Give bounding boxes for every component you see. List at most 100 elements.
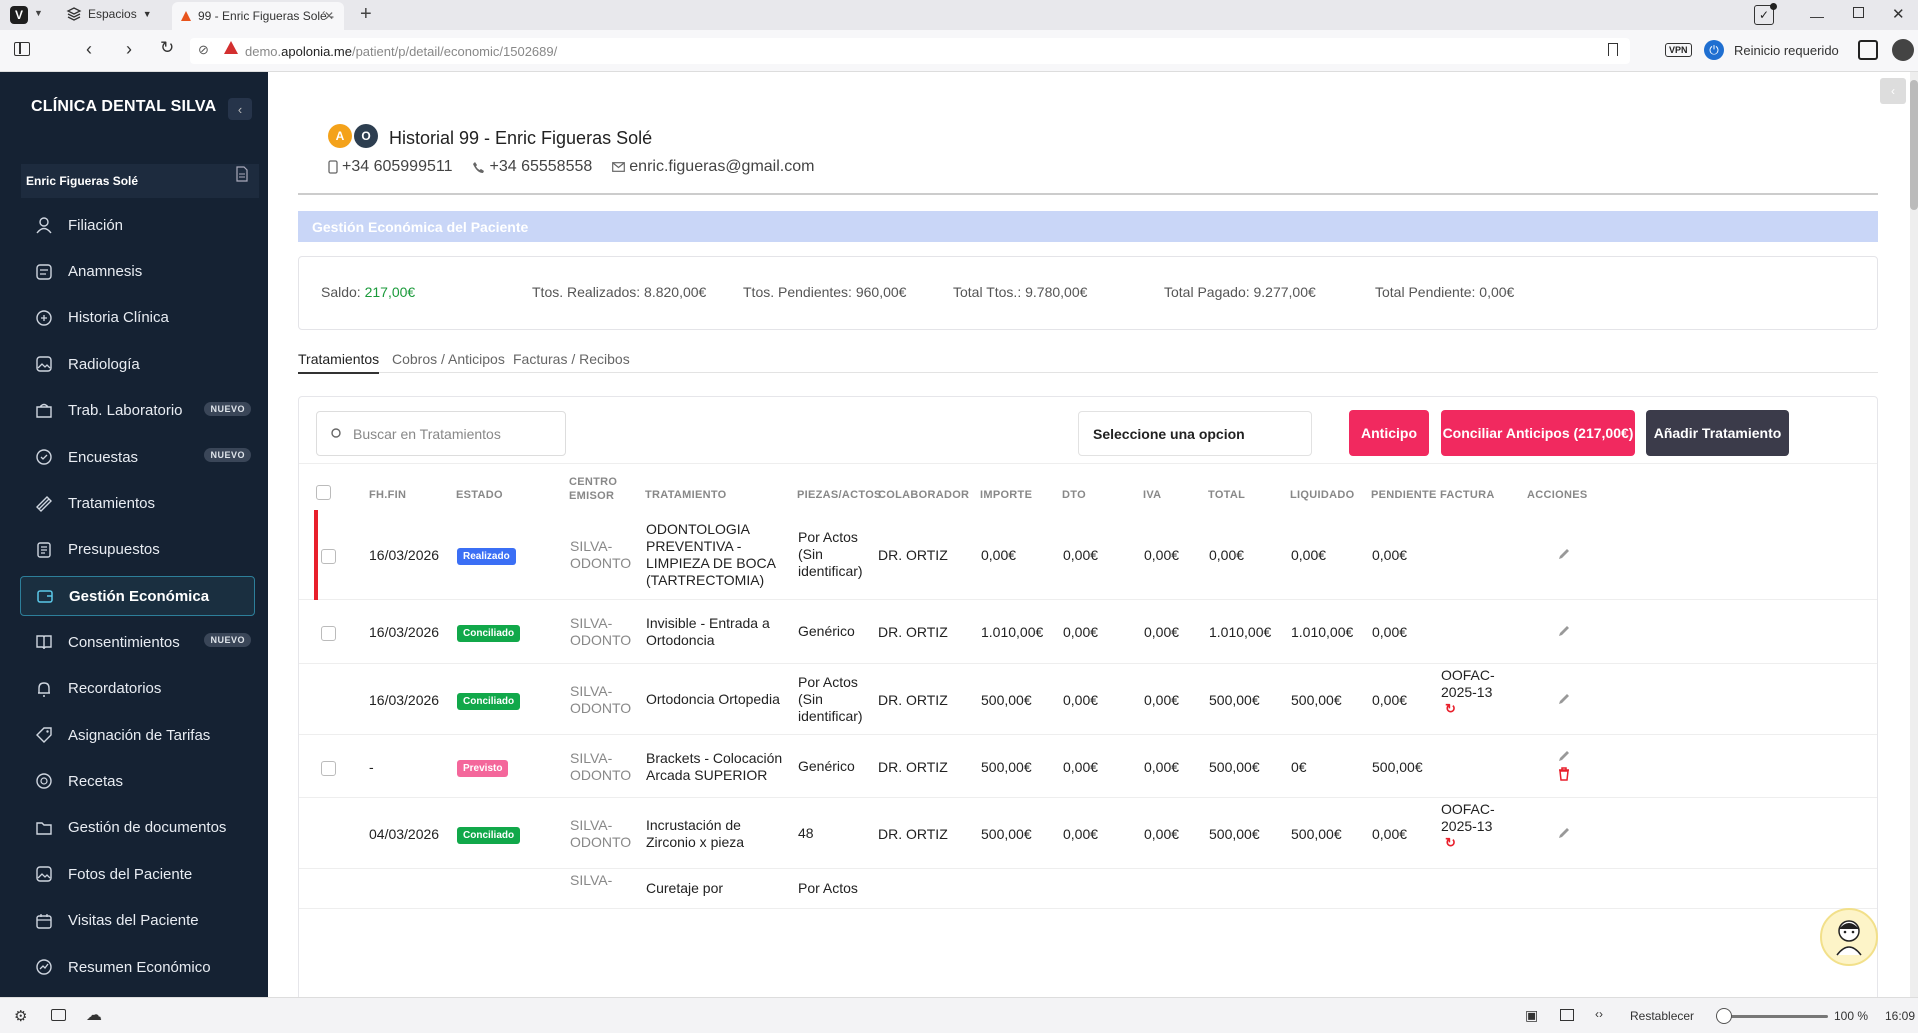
sidebar-item-historia-clinica[interactable]: Historia Clínica (20, 295, 255, 341)
col-iva[interactable]: IVA (1143, 489, 1162, 501)
tab-cobros-anticipos[interactable]: Cobros / Anticipos (392, 351, 505, 367)
col-total[interactable]: TOTAL (1208, 489, 1246, 501)
select-all-checkbox[interactable] (316, 485, 331, 500)
col-fhfin[interactable]: FH.FIN (369, 489, 407, 501)
trash-icon[interactable] (1557, 767, 1571, 781)
settings-gear-icon[interactable]: ⚙ (14, 1008, 28, 1025)
refresh-icon[interactable]: ↻ (1445, 835, 1456, 850)
row-checkbox[interactable] (321, 549, 336, 564)
option-select[interactable]: Seleccione una opcion (1078, 411, 1312, 456)
phone-contact[interactable]: +34 65558558 (472, 158, 592, 176)
document-icon[interactable] (235, 166, 249, 182)
col-estado[interactable]: ESTADO (456, 489, 503, 501)
browser-tab-active[interactable]: 99 - Enric Figueras Solé - ✕ (172, 2, 344, 30)
sidebar-item-tratamientos[interactable]: Tratamientos (20, 480, 255, 526)
zoom-slider-handle[interactable] (1716, 1008, 1732, 1024)
reset-zoom-label[interactable]: Restablecer (1630, 1009, 1695, 1023)
table-row[interactable]: 16/03/2026 Conciliado SILVA- ODONTO Invisibl… (299, 600, 1877, 664)
anticipo-button[interactable]: Anticipo (1349, 410, 1429, 456)
power-icon[interactable]: ⏻ (1704, 40, 1724, 60)
table-row[interactable]: 16/03/2026 Realizado SILVA- ODONTO ODONTOLOG… (299, 510, 1877, 600)
mail-check-icon[interactable]: ✓ (1754, 5, 1774, 25)
sidebar-item-anamnesis[interactable]: Anamnesis (20, 248, 255, 294)
collapse-sidebar-button[interactable]: ‹ (228, 98, 252, 120)
col-pendiente[interactable]: PENDIENTE (1371, 489, 1437, 501)
add-treatment-button[interactable]: Añadir Tratamiento (1646, 410, 1789, 456)
calendar-ext-icon[interactable] (1858, 40, 1878, 60)
bookmark-icon[interactable] (1608, 43, 1618, 56)
collapse-right-panel-button[interactable]: ‹ (1880, 78, 1906, 104)
col-piezas[interactable]: PIEZAS/ACTOS (797, 489, 882, 501)
close-icon[interactable]: ✕ (323, 9, 334, 23)
not-secure-warning-icon[interactable] (224, 41, 238, 54)
mobile-contact[interactable]: +34 605999511 (328, 158, 452, 176)
edit-pencil-icon[interactable] (1557, 624, 1571, 638)
vpn-badge[interactable]: VPN (1665, 43, 1692, 57)
profile-icon[interactable] (1892, 39, 1914, 61)
row-factura[interactable]: OOFAC- (1441, 801, 1495, 817)
table-row[interactable]: 04/03/2026 Conciliado SILVA- ODONTO Incrusta… (299, 798, 1877, 869)
col-importe[interactable]: IMPORTE (980, 489, 1033, 501)
col-factura[interactable]: FACTURA (1440, 489, 1495, 501)
assistant-avatar[interactable] (1820, 908, 1878, 966)
row-factura-2[interactable]: 2025-13 (1441, 684, 1493, 700)
restart-required-label[interactable]: Reinicio requerido (1734, 43, 1839, 58)
sidebar-item-fotos-del-paciente[interactable]: Fotos del Paciente (20, 851, 255, 897)
vivaldi-menu-icon[interactable]: V (10, 6, 28, 24)
sidebar-item-presupuestos[interactable]: Presupuestos (20, 527, 255, 573)
sidebar-item-asignacion-de-tarifas[interactable]: Asignación de Tarifas (20, 712, 255, 758)
sidebar-item-gestion-de-documentos[interactable]: Gestión de documentos (20, 805, 255, 851)
sidebar-item-gestion-economica[interactable]: Gestión Económica (20, 576, 255, 617)
new-tab-plus-icon[interactable]: + (360, 3, 372, 25)
window-panel-icon[interactable] (51, 1009, 66, 1021)
row-factura-2[interactable]: 2025-13 (1441, 818, 1493, 834)
row-checkbox[interactable] (321, 761, 336, 776)
table-row[interactable]: - Previsto SILVA- ODONTO Brackets - Colocaci… (299, 735, 1877, 798)
restore-icon[interactable] (1853, 7, 1864, 18)
edit-pencil-icon[interactable] (1557, 749, 1571, 763)
spaces-button[interactable]: Espacios ▼ (66, 6, 152, 22)
refresh-icon[interactable]: ↻ (1445, 701, 1456, 716)
page-scrollbar[interactable] (1910, 72, 1918, 997)
row-checkbox[interactable] (321, 626, 336, 641)
email-contact[interactable]: enric.figueras@gmail.com (612, 158, 814, 176)
sidebar-item-recordatorios[interactable]: Recordatorios (20, 666, 255, 712)
table-row[interactable]: 16/03/2026 Conciliado SILVA- ODONTO Ortodonc… (299, 664, 1877, 735)
forward-icon[interactable]: › (126, 39, 132, 59)
zoom-slider[interactable] (1716, 1015, 1828, 1018)
reload-icon[interactable]: ↻ (160, 38, 175, 57)
sidebar-item-consentimientos[interactable]: Consentimientos NUEVO (20, 619, 255, 665)
tab-tratamientos[interactable]: Tratamientos (298, 351, 380, 374)
tile-icon[interactable] (1560, 1009, 1574, 1021)
search-input[interactable]: Buscar en Tratamientos (316, 411, 566, 456)
col-centro[interactable]: CENTRO (569, 476, 618, 488)
sidebar-item-radiologia[interactable]: Radiología (20, 341, 255, 387)
conciliar-anticipos-button[interactable]: Conciliar Anticipos (217,00€) (1441, 410, 1635, 456)
col-emisor[interactable]: EMISOR (569, 490, 615, 502)
back-icon[interactable]: ‹ (86, 39, 92, 59)
row-factura[interactable]: OOFAC- (1441, 667, 1495, 683)
chevron-down-icon[interactable]: ▼ (34, 8, 43, 18)
capture-camera-icon[interactable]: ▣ (1525, 1007, 1539, 1023)
url-field[interactable]: ⊘ demo. apolonia.me/patient/p/detail/econ… (190, 38, 1630, 64)
edit-pencil-icon[interactable] (1557, 826, 1571, 840)
sidebar-item-trab-laboratorio[interactable]: Trab. Laboratorio NUEVO (20, 388, 255, 434)
page-scrollbar-thumb[interactable] (1910, 80, 1918, 210)
sidebar-item-encuestas[interactable]: Encuestas NUEVO (20, 434, 255, 480)
edit-pencil-icon[interactable] (1557, 547, 1571, 561)
col-dto[interactable]: DTO (1062, 489, 1086, 501)
table-row[interactable]: SILVA- Curetaje por Por Actos (299, 869, 1877, 909)
sidebar-item-filiacion[interactable]: Filiación (20, 202, 255, 248)
tab-facturas-recibos[interactable]: Facturas / Recibos (513, 351, 630, 367)
sidebar-item-visitas-del-paciente[interactable]: Visitas del Paciente (20, 897, 255, 943)
tracker-blocked-icon[interactable]: ⊘ (198, 42, 209, 57)
col-colaborador[interactable]: COLABORADOR (878, 489, 970, 501)
close-window-icon[interactable]: ✕ (1892, 6, 1905, 23)
sidebar-item-resumen-economico[interactable]: Resumen Económico (20, 944, 255, 990)
code-icon[interactable]: ‹› (1595, 1007, 1603, 1021)
edit-pencil-icon[interactable] (1557, 692, 1571, 706)
sidebar-item-recetas[interactable]: Recetas (20, 758, 255, 804)
col-liquidado[interactable]: LIQUIDADO (1290, 489, 1355, 501)
cloud-sync-icon[interactable]: ☁ (86, 1007, 102, 1024)
col-tratamiento[interactable]: TRATAMIENTO (645, 489, 727, 501)
